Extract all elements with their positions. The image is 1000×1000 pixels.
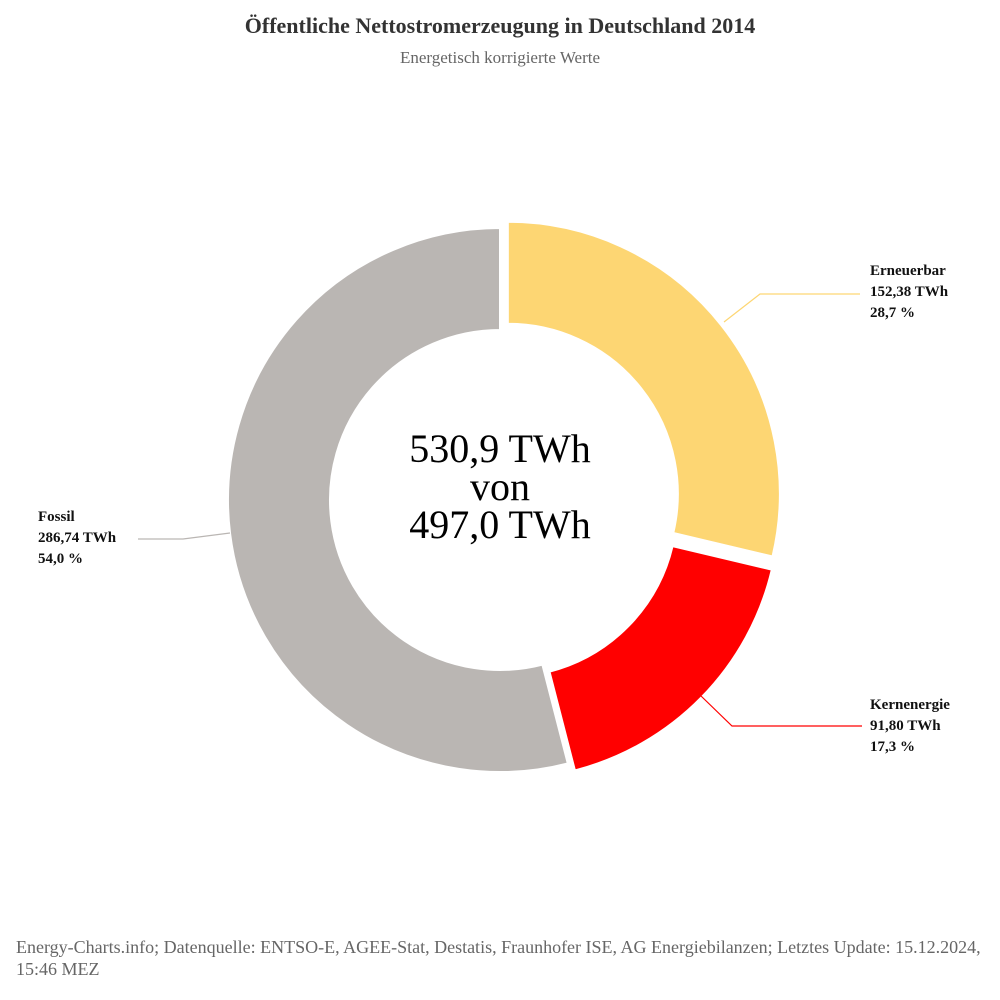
label-line: Kernenergie	[870, 697, 950, 713]
leader-line	[138, 532, 231, 540]
label-line: 54,0 %	[38, 551, 83, 567]
slice-label: Fossil 286,74 TWh 54,0 %	[38, 509, 117, 567]
label-line: 28,7 %	[870, 305, 915, 321]
chart-title: Öffentliche Nettostromerzeugung in Deuts…	[245, 13, 755, 38]
chart-subtitle: Energetisch korrigierte Werte	[400, 48, 600, 67]
label-line: 152,38 TWh	[870, 284, 949, 300]
label-line: 91,80 TWh	[870, 718, 941, 734]
donut-slice	[506, 220, 781, 558]
slice-label: Kernenergie 91,80 TWh 17,3 %	[870, 697, 950, 755]
center-text: von	[470, 464, 530, 509]
leader-line	[699, 694, 862, 727]
center-text: 530,9 TWh	[409, 426, 590, 471]
leader-line	[723, 293, 860, 323]
center-text: 497,0 TWh	[409, 502, 590, 547]
donut-slice	[548, 545, 773, 772]
label-line: Erneuerbar	[870, 263, 946, 279]
slice-label: Erneuerbar 152,38 TWh 28,7 %	[870, 263, 949, 321]
label-line: Fossil	[38, 509, 75, 525]
label-line: 286,74 TWh	[38, 530, 117, 546]
label-line: 17,3 %	[870, 739, 915, 755]
donut-slice	[227, 227, 569, 773]
source-note: Energy-Charts.info; Datenquelle: ENTSO-E…	[16, 937, 981, 979]
